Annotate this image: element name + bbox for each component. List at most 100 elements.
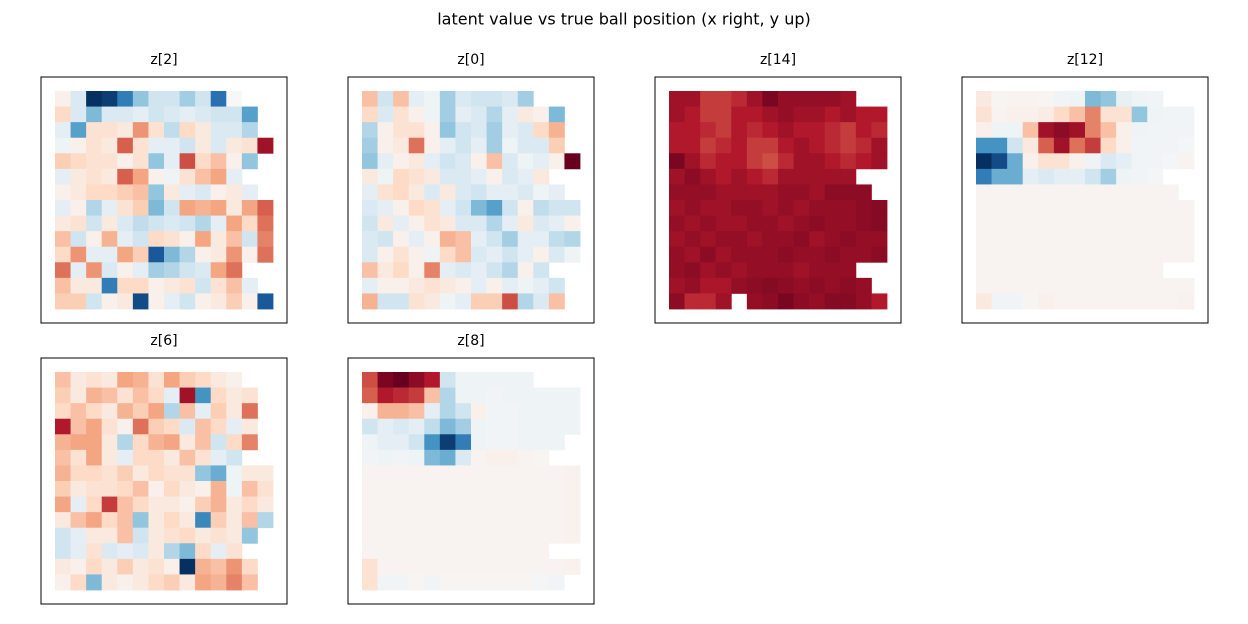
heatmap-cell: [548, 137, 565, 154]
heatmap-cell: [1022, 215, 1039, 232]
heatmap-cell: [471, 481, 487, 497]
heatmap-cell: [241, 246, 258, 263]
heatmap-cell: [241, 574, 258, 591]
heatmap-cell: [148, 449, 165, 466]
heatmap-cell: [1100, 231, 1117, 248]
heatmap-cell: [179, 293, 196, 310]
heatmap-cell: [70, 574, 87, 591]
heatmap-cell: [226, 481, 243, 497]
heatmap-cell: [517, 434, 534, 451]
heatmap-cell: [55, 168, 71, 185]
heatmap-cell: [533, 262, 550, 279]
heatmap-cell: [486, 200, 503, 216]
heatmap-cell: [70, 200, 87, 216]
heatmap-cell: [164, 434, 180, 451]
heatmap-cell: [195, 231, 212, 248]
heatmap-cell: [1038, 215, 1055, 232]
heatmap-cell: [424, 91, 441, 107]
heatmap-cell: [486, 403, 503, 420]
heatmap-cell: [793, 293, 810, 310]
heatmap-cell: [408, 527, 425, 544]
heatmap-cell: [439, 403, 456, 420]
heatmap-cell: [377, 137, 394, 154]
heatmap-cell: [840, 262, 857, 279]
heatmap-cell: [1131, 200, 1148, 216]
heatmap-cell: [762, 293, 779, 310]
heatmap-cell: [809, 168, 826, 185]
heatmap-cell: [700, 184, 717, 201]
heatmap-cell: [1131, 215, 1148, 232]
heatmap-cell: [486, 449, 503, 466]
heatmap-cell: [731, 231, 748, 248]
heatmap-cell: [809, 91, 826, 107]
heatmap-cell: [1178, 106, 1195, 123]
heatmap-cell: [684, 215, 701, 232]
heatmap-cell: [117, 527, 134, 544]
heatmap-cell: [101, 558, 118, 575]
figure-title: latent value vs true ball position (x ri…: [437, 10, 811, 29]
heatmap-cell: [471, 558, 487, 575]
heatmap-cell: [101, 387, 118, 404]
heatmap-cell: [132, 372, 149, 388]
heatmap-cell: [179, 231, 196, 248]
heatmap-cell: [70, 512, 87, 529]
heatmap-cell: [148, 246, 165, 263]
heatmap-cell: [1131, 153, 1148, 170]
heatmap-cell: [533, 168, 550, 185]
heatmap-cell: [148, 558, 165, 575]
heatmap-cell: [393, 434, 410, 451]
heatmap-cell: [70, 91, 87, 107]
heatmap-cell: [117, 277, 134, 294]
heatmap-cell: [778, 262, 794, 279]
heatmap-cell: [101, 184, 118, 201]
heatmap-cell: [486, 262, 503, 279]
heatmap-cell: [824, 246, 841, 263]
heatmap-cell: [117, 262, 134, 279]
heatmap-cell: [746, 137, 763, 154]
heatmap-cell: [70, 449, 87, 466]
heatmap-cell: [439, 418, 456, 435]
heatmap-cell: [502, 574, 519, 591]
heatmap-cell: [1100, 200, 1117, 216]
heatmap-cell: [210, 293, 227, 310]
heatmap-cell: [117, 543, 134, 560]
heatmap-cell: [179, 449, 196, 466]
heatmap-cell: [669, 277, 685, 294]
heatmap-cell: [840, 246, 857, 263]
heatmap-cell: [132, 465, 149, 482]
heatmap-cell: [86, 137, 103, 154]
heatmap-cell: [471, 418, 487, 435]
heatmap-cell: [548, 277, 565, 294]
heatmap-cell: [700, 122, 717, 139]
heatmap-cell: [241, 231, 258, 248]
heatmap-cell: [210, 558, 227, 575]
heatmap-cell: [148, 527, 165, 544]
heatmap-cell: [1085, 184, 1101, 201]
heatmap-cell: [86, 512, 103, 529]
heatmap-cell: [455, 106, 472, 123]
heatmap-cell: [117, 481, 134, 497]
heatmap-cell: [241, 481, 258, 497]
heatmap-cell: [362, 153, 378, 170]
heatmap-cell: [195, 449, 212, 466]
heatmap-cell: [424, 106, 441, 123]
heatmap-cell: [408, 387, 425, 404]
heatmap-cell: [991, 184, 1008, 201]
heatmap-cell: [393, 137, 410, 154]
heatmap-cell: [502, 543, 519, 560]
heatmap-cell: [132, 527, 149, 544]
heatmap-cell: [517, 277, 534, 294]
heatmap-cell: [195, 262, 212, 279]
heatmap-cell: [393, 277, 410, 294]
heatmap-cell: [1178, 122, 1195, 139]
heatmap-cell: [669, 106, 685, 123]
heatmap-cell: [746, 262, 763, 279]
heatmap-cell: [1162, 200, 1179, 216]
heatmap-cell: [210, 122, 227, 139]
heatmap-cell: [533, 465, 550, 482]
heatmap-cell: [101, 512, 118, 529]
heatmap-cell: [1100, 168, 1117, 185]
panel-title: z[6]: [150, 333, 177, 349]
heatmap-cell: [715, 231, 732, 248]
